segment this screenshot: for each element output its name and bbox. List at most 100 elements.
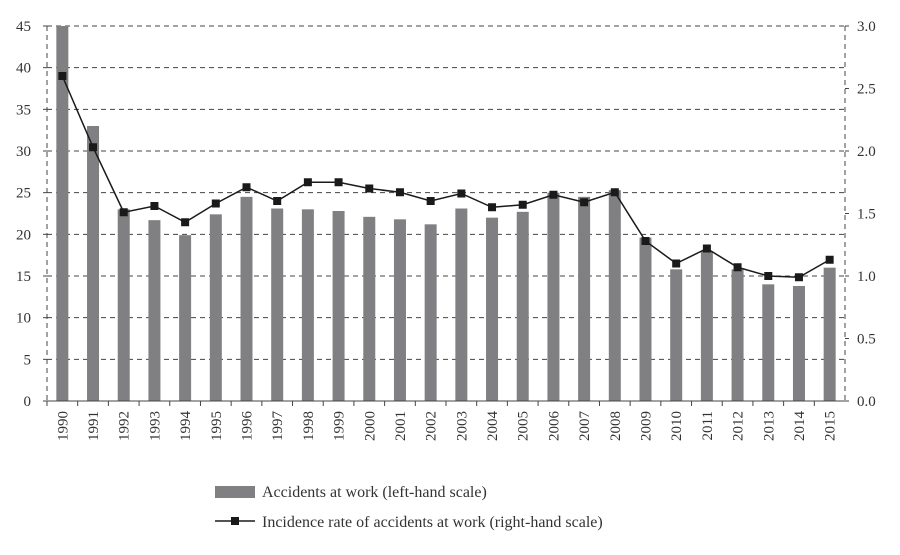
x-tick-label: 1995 <box>209 411 225 441</box>
bar-2003 <box>455 208 468 401</box>
x-tick-label: 1996 <box>240 411 256 442</box>
left-tick-label: 40 <box>16 61 31 77</box>
bar-1993 <box>148 220 161 401</box>
bar-1997 <box>271 208 284 401</box>
bar-1998 <box>301 209 314 401</box>
right-tick-label: 1.5 <box>857 207 876 223</box>
bar-1991 <box>87 126 100 401</box>
rate-marker-1997 <box>273 197 282 205</box>
bar-2009 <box>639 237 652 401</box>
bar-2004 <box>486 217 499 401</box>
right-tick-label: 1.0 <box>857 269 876 285</box>
bar-1995 <box>209 214 222 401</box>
bar-2002 <box>424 224 437 401</box>
x-tick-label: 1999 <box>332 411 348 441</box>
rate-marker-2014 <box>794 273 803 282</box>
bar-2005 <box>516 211 529 401</box>
rate-marker-1991 <box>89 143 98 152</box>
rate-marker-2010 <box>672 259 681 268</box>
bar-2008 <box>608 190 621 401</box>
left-tick-label: 5 <box>24 352 32 368</box>
bar-1999 <box>332 211 345 401</box>
legend-marker <box>231 517 239 525</box>
legend-label-line: Incidence rate of accidents at work (rig… <box>262 514 603 531</box>
x-tick-label: 2008 <box>608 411 624 441</box>
bar-2000 <box>363 216 376 401</box>
legend-swatch-bars <box>215 486 255 498</box>
bar-2014 <box>792 286 805 401</box>
bar-2007 <box>578 196 591 401</box>
x-tick-label: 2001 <box>393 411 409 441</box>
right-tick-label: 0.5 <box>857 332 876 348</box>
rate-marker-2015 <box>825 255 834 264</box>
rate-marker-2009 <box>641 237 650 245</box>
rate-marker-1994 <box>181 218 190 227</box>
left-tick-label: 10 <box>16 311 31 327</box>
rate-marker-2002 <box>426 197 435 205</box>
x-tick-label: 1994 <box>178 411 194 442</box>
left-tick-label: 25 <box>16 186 31 202</box>
bar-1994 <box>179 235 192 401</box>
bar-2010 <box>670 269 683 401</box>
bar-2011 <box>700 251 713 401</box>
x-tick-label: 2000 <box>362 411 378 441</box>
x-tick-label: 1991 <box>86 411 102 441</box>
rate-marker-2007 <box>580 198 589 207</box>
rate-marker-2008 <box>610 188 619 197</box>
rate-marker-1999 <box>334 178 343 187</box>
x-tick-label: 2002 <box>424 411 440 441</box>
right-tick-label: 3.0 <box>857 19 876 35</box>
bar-1996 <box>240 196 253 401</box>
x-tick-label: 1993 <box>147 411 163 441</box>
rate-marker-2000 <box>365 184 374 193</box>
x-tick-label: 2010 <box>669 411 685 441</box>
left-tick-label: 0 <box>24 394 32 410</box>
x-tick-label: 2012 <box>731 411 747 441</box>
rate-marker-2005 <box>518 200 527 209</box>
rate-marker-2012 <box>733 263 742 272</box>
rate-marker-2006 <box>549 190 558 199</box>
x-tick-label: 2009 <box>639 411 655 441</box>
rate-marker-1992 <box>119 208 128 217</box>
x-tick-label: 2007 <box>577 411 593 442</box>
rate-marker-1990 <box>58 72 67 80</box>
right-tick-label: 2.0 <box>857 144 876 160</box>
rate-line <box>61 75 831 279</box>
rate-marker-1996 <box>242 183 251 192</box>
bar-2013 <box>762 284 775 401</box>
x-tick-label: 2005 <box>516 411 532 441</box>
rate-marker-1993 <box>150 202 159 210</box>
bar-2006 <box>547 192 560 401</box>
rate-marker-2001 <box>395 188 404 197</box>
x-tick-label: 2011 <box>700 411 716 440</box>
rate-marker-2003 <box>457 189 466 198</box>
left-tick-label: 15 <box>16 269 31 285</box>
rate-marker-1998 <box>303 178 312 187</box>
bar-2015 <box>823 267 836 401</box>
x-tick-label: 1998 <box>301 411 317 441</box>
bar-2012 <box>731 269 744 401</box>
x-tick-label: 2004 <box>485 411 501 442</box>
rate-marker-2011 <box>702 244 711 253</box>
right-tick-label: 2.5 <box>857 82 876 98</box>
rate-marker-1995 <box>211 199 220 208</box>
x-tick-label: 2006 <box>546 411 562 442</box>
x-tick-label: 2013 <box>761 411 777 441</box>
legend-label-bars: Accidents at work (left-hand scale) <box>262 484 487 501</box>
bar-1992 <box>117 209 130 401</box>
right-tick-label: 0.0 <box>857 394 876 410</box>
left-tick-label: 20 <box>16 227 31 243</box>
left-tick-label: 30 <box>16 144 31 160</box>
x-tick-label: 2003 <box>454 411 470 441</box>
left-tick-label: 45 <box>16 19 31 35</box>
x-tick-label: 1990 <box>55 411 71 441</box>
left-tick-label: 35 <box>16 102 31 118</box>
rate-marker-2004 <box>488 203 497 212</box>
x-tick-label: 1992 <box>117 411 133 441</box>
rate-marker-2013 <box>764 272 773 280</box>
x-tick-label: 2014 <box>792 411 808 442</box>
x-tick-label: 1997 <box>270 411 286 442</box>
x-tick-label: 2015 <box>823 411 839 441</box>
bar-1990 <box>56 26 69 401</box>
